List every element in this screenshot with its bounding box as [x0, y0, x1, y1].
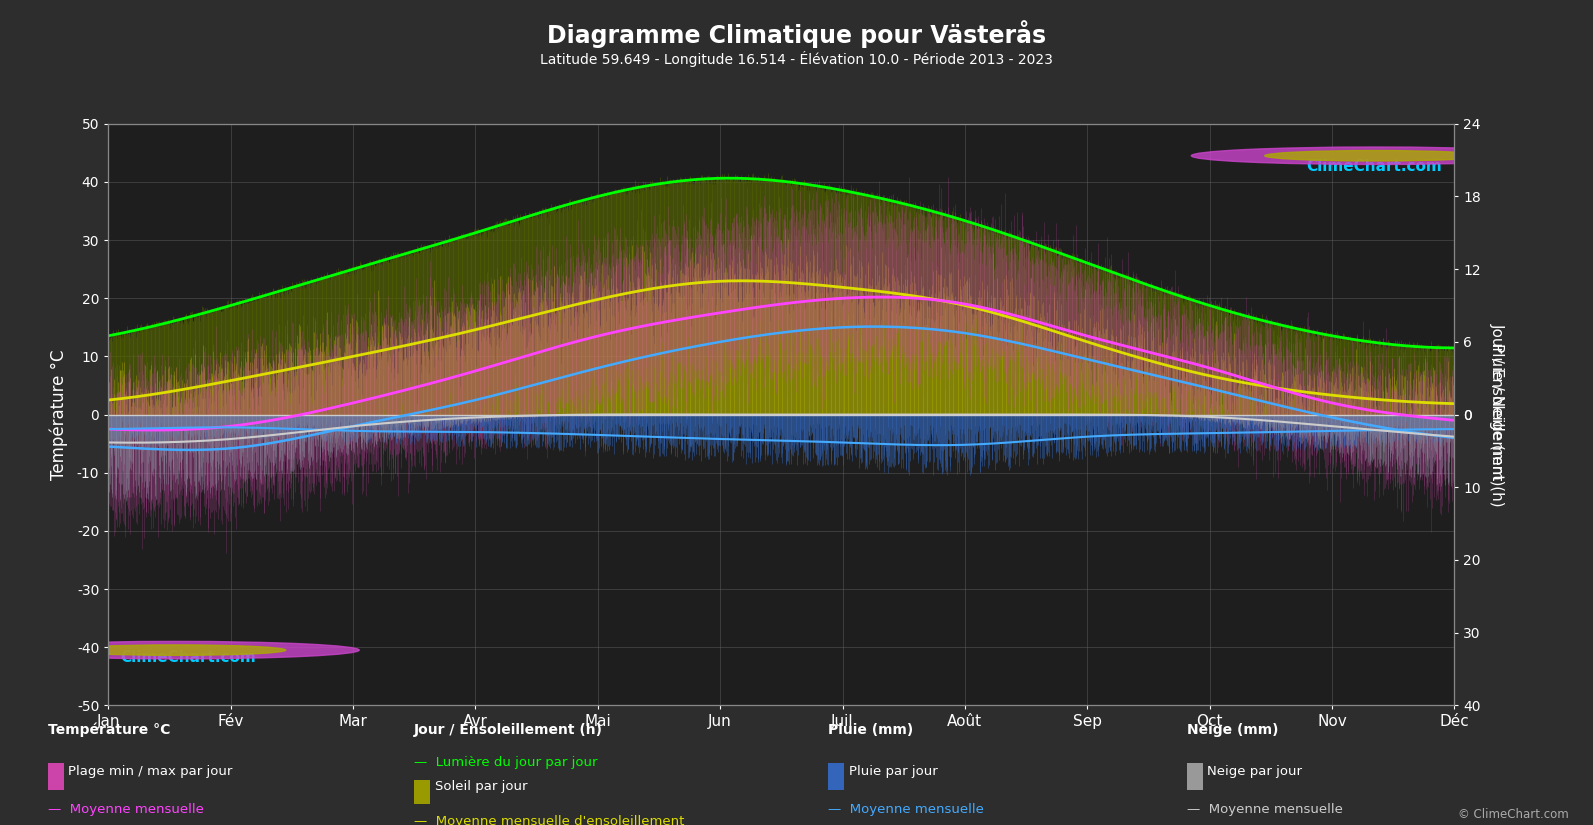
Text: —  Moyenne mensuelle: — Moyenne mensuelle [1187, 804, 1343, 817]
Text: —  Lumière du jour par jour: — Lumière du jour par jour [414, 756, 597, 769]
Text: ClimeChart.com: ClimeChart.com [1306, 158, 1442, 173]
Text: Pluie (mm): Pluie (mm) [828, 724, 914, 738]
Y-axis label: Température °C: Température °C [49, 349, 68, 480]
Circle shape [1192, 147, 1558, 164]
Text: Jour / Ensoleillement (h): Jour / Ensoleillement (h) [414, 724, 604, 738]
Text: —  Moyenne mensuelle d'ensoleillement: — Moyenne mensuelle d'ensoleillement [414, 815, 685, 825]
Circle shape [1265, 150, 1485, 161]
Y-axis label: Pluie / Neige (mm): Pluie / Neige (mm) [1489, 343, 1504, 486]
Text: © ClimeChart.com: © ClimeChart.com [1458, 808, 1569, 821]
Text: ClimeChart.com: ClimeChart.com [121, 649, 256, 665]
Text: —  Moyenne mensuelle: — Moyenne mensuelle [48, 804, 204, 817]
Y-axis label: Jour / Ensoleillement (h): Jour / Ensoleillement (h) [1489, 323, 1504, 507]
Text: Plage min / max par jour: Plage min / max par jour [68, 766, 233, 779]
Text: Latitude 59.649 - Longitude 16.514 - Élévation 10.0 - Période 2013 - 2023: Latitude 59.649 - Longitude 16.514 - Élé… [540, 51, 1053, 67]
Text: Pluie par jour: Pluie par jour [849, 766, 938, 779]
Text: Soleil par jour: Soleil par jour [435, 780, 527, 794]
Text: Neige par jour: Neige par jour [1207, 766, 1303, 779]
Circle shape [65, 645, 285, 655]
Text: Température °C: Température °C [48, 723, 170, 738]
Text: —  Moyenne mensuelle: — Moyenne mensuelle [828, 804, 984, 817]
Circle shape [0, 641, 358, 659]
Text: Diagramme Climatique pour Västerås: Diagramme Climatique pour Västerås [546, 21, 1047, 49]
Text: Neige (mm): Neige (mm) [1187, 724, 1278, 738]
